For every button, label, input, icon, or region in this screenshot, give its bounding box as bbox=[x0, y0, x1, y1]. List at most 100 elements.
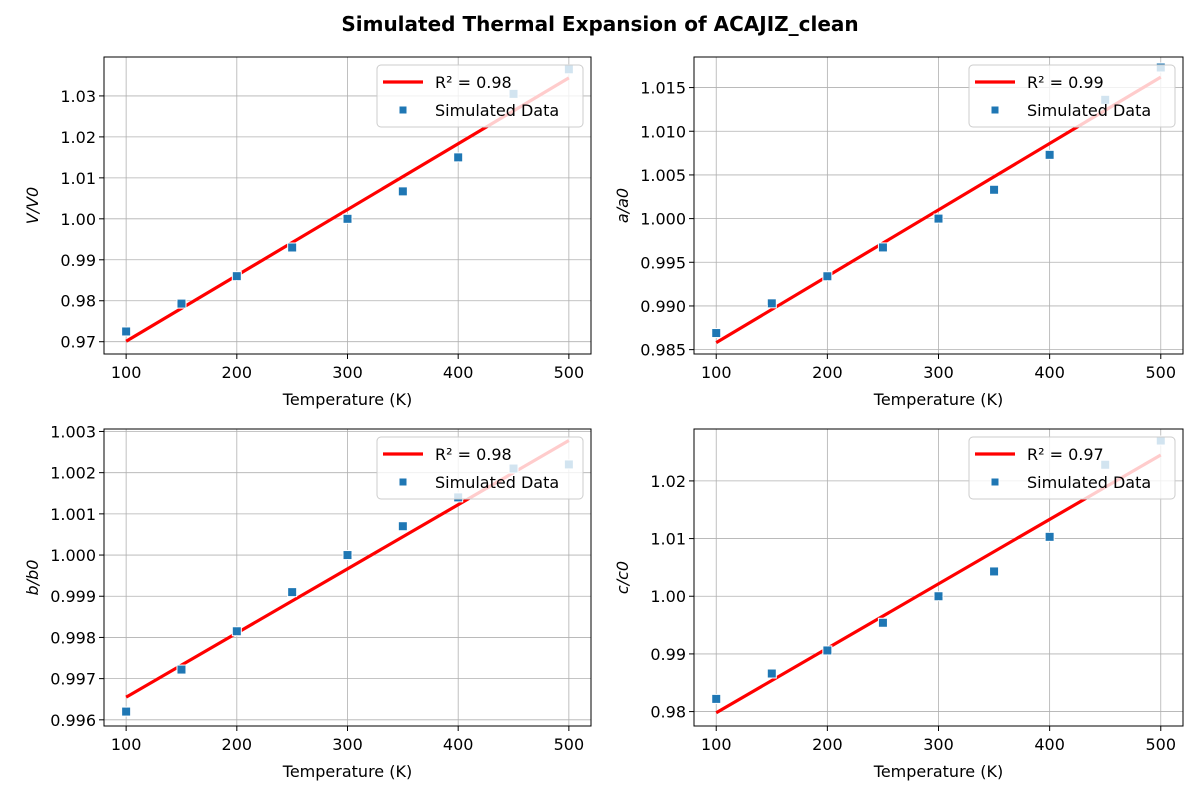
data-point bbox=[231, 271, 242, 282]
data-point bbox=[1044, 531, 1055, 542]
y-tick-label: 1.000 bbox=[50, 546, 96, 565]
x-tick-label: 300 bbox=[332, 363, 363, 382]
legend-data-label: Simulated Data bbox=[435, 101, 559, 120]
data-point bbox=[822, 645, 833, 656]
legend-data-label: Simulated Data bbox=[435, 473, 559, 492]
y-tick-label: 1.015 bbox=[640, 79, 686, 98]
data-point bbox=[121, 706, 132, 717]
legend-box bbox=[376, 436, 584, 500]
x-tick-label: 300 bbox=[923, 363, 954, 382]
y-axis-label: a/a0 bbox=[613, 188, 632, 223]
legend-fit-label: R² = 0.97 bbox=[1027, 445, 1104, 464]
data-point bbox=[766, 668, 777, 679]
x-tick-label: 200 bbox=[222, 735, 253, 754]
y-tick-label: 0.99 bbox=[650, 645, 686, 664]
chart-panel-4: 100 200 300 400 500 0.98 0.99 1.00 1.01 1.02 Tempe… bbox=[613, 428, 1184, 781]
legend-fit-label: R² = 0.98 bbox=[435, 73, 512, 92]
x-tick-label: 200 bbox=[812, 363, 843, 382]
chart-panel-2: 100 200 300 400 500 0.985 0.990 0.995 1.000 1.005… bbox=[613, 56, 1184, 409]
x-axis-label: Temperature (K) bbox=[873, 390, 1003, 409]
data-point bbox=[933, 213, 944, 224]
x-tick-label: 300 bbox=[923, 735, 954, 754]
data-point bbox=[989, 184, 1000, 195]
legend-data-swatch bbox=[990, 105, 1000, 115]
chart-panel-1: 100 200 300 400 500 0.97 0.98 0.99 1.00 1.01 1.02 1… bbox=[23, 56, 592, 409]
y-tick-label: 1.005 bbox=[640, 166, 686, 185]
y-tick-label: 1.010 bbox=[640, 122, 686, 141]
legend-data-swatch bbox=[398, 105, 408, 115]
x-tick-label: 400 bbox=[1034, 363, 1065, 382]
y-axis-label: b/b0 bbox=[23, 560, 42, 596]
x-tick-label: 500 bbox=[1145, 735, 1176, 754]
legend-fit-label: R² = 0.98 bbox=[435, 445, 512, 464]
legend-box bbox=[376, 64, 584, 128]
y-tick-label: 0.997 bbox=[50, 670, 96, 689]
legend-box bbox=[968, 64, 1176, 128]
legend-data-swatch bbox=[990, 477, 1000, 487]
x-axis-label: Temperature (K) bbox=[873, 762, 1003, 781]
y-tick-label: 1.02 bbox=[650, 472, 686, 491]
data-point bbox=[711, 328, 722, 339]
x-tick-label: 500 bbox=[554, 735, 585, 754]
x-tick-label: 400 bbox=[443, 363, 474, 382]
data-point bbox=[342, 550, 353, 561]
y-axis-label: c/c0 bbox=[613, 561, 632, 594]
legend-box bbox=[968, 436, 1176, 500]
y-tick-label: 0.998 bbox=[50, 628, 96, 647]
y-tick-label: 1.03 bbox=[60, 87, 96, 106]
data-point bbox=[287, 587, 298, 598]
data-point bbox=[176, 664, 187, 675]
y-tick-label: 1.000 bbox=[640, 210, 686, 229]
figure-title: Simulated Thermal Expansion of ACAJIZ_cl… bbox=[341, 12, 859, 36]
y-tick-label: 0.99 bbox=[60, 251, 96, 270]
legend: R² = 0.98 Simulated Data bbox=[376, 64, 584, 128]
y-tick-label: 0.97 bbox=[60, 333, 96, 352]
data-point bbox=[397, 521, 408, 532]
y-tick-label: 0.985 bbox=[640, 341, 686, 360]
y-tick-label: 1.002 bbox=[50, 464, 96, 483]
x-tick-label: 500 bbox=[554, 363, 585, 382]
data-point bbox=[176, 298, 187, 309]
legend-data-label: Simulated Data bbox=[1027, 101, 1151, 120]
data-point bbox=[711, 693, 722, 704]
data-point bbox=[877, 242, 888, 253]
data-point bbox=[342, 213, 353, 224]
x-tick-label: 400 bbox=[1034, 735, 1065, 754]
data-point bbox=[877, 617, 888, 628]
y-tick-label: 1.01 bbox=[60, 169, 96, 188]
y-tick-label: 0.999 bbox=[50, 587, 96, 606]
x-tick-label: 200 bbox=[812, 735, 843, 754]
data-point bbox=[989, 566, 1000, 577]
data-point bbox=[287, 242, 298, 253]
y-tick-label: 1.00 bbox=[650, 587, 686, 606]
x-tick-label: 100 bbox=[111, 735, 142, 754]
legend-fit-label: R² = 0.99 bbox=[1027, 73, 1104, 92]
y-tick-label: 0.98 bbox=[60, 292, 96, 311]
y-tick-label: 0.995 bbox=[640, 253, 686, 272]
data-point bbox=[121, 326, 132, 337]
legend: R² = 0.97 Simulated Data bbox=[968, 436, 1176, 500]
y-axis-label: V/V0 bbox=[23, 187, 42, 224]
data-point bbox=[1044, 149, 1055, 160]
chart-panel-3: 100 200 300 400 500 0.996 0.997 0.998 0.999 1.000… bbox=[23, 422, 592, 781]
x-axis-label: Temperature (K) bbox=[282, 390, 412, 409]
legend-data-label: Simulated Data bbox=[1027, 473, 1151, 492]
x-tick-label: 200 bbox=[222, 363, 253, 382]
data-point bbox=[766, 298, 777, 309]
y-tick-label: 1.001 bbox=[50, 505, 96, 524]
data-point bbox=[453, 152, 464, 163]
y-tick-label: 0.98 bbox=[650, 703, 686, 722]
x-tick-label: 300 bbox=[332, 735, 363, 754]
x-tick-label: 400 bbox=[443, 735, 474, 754]
y-tick-label: 0.990 bbox=[640, 297, 686, 316]
legend: R² = 0.98 Simulated Data bbox=[376, 436, 584, 500]
data-point bbox=[231, 626, 242, 637]
x-tick-label: 100 bbox=[701, 363, 732, 382]
data-point bbox=[933, 591, 944, 602]
y-tick-label: 1.01 bbox=[650, 530, 686, 549]
x-tick-label: 100 bbox=[111, 363, 142, 382]
data-point bbox=[822, 271, 833, 282]
x-tick-label: 100 bbox=[701, 735, 732, 754]
